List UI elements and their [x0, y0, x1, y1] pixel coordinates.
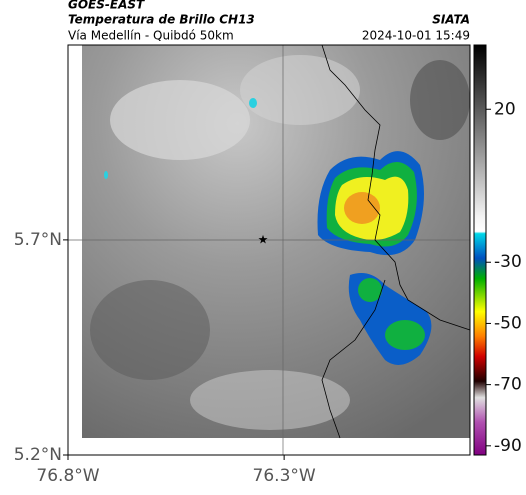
colorbar-tick-label: -50	[494, 313, 522, 333]
colorbar-tick-label: -70	[494, 375, 522, 395]
x-tick-label: 76.8°W	[36, 466, 99, 486]
colorbar-tick-label: 20	[494, 99, 516, 119]
timestamp: 2024-10-01 15:49	[362, 29, 470, 43]
map-image: ★	[67, 44, 471, 456]
svg-text:★: ★	[258, 233, 269, 247]
colorbar-tick-label: -90	[494, 436, 522, 456]
y-tick-label: 5.7°N	[14, 230, 62, 250]
x-tick-label: 76.3°W	[253, 466, 316, 486]
colorbar	[473, 44, 487, 456]
colorbar-tick-label: -30	[494, 252, 522, 272]
product: GOES-EAST	[68, 0, 145, 12]
subtitle: Vía Medellín - Quibdó 50km	[68, 29, 234, 43]
title: Temperatura de Brillo CH13	[68, 13, 255, 27]
y-tick-label: 5.2°N	[14, 445, 62, 465]
agency: SIATA	[432, 13, 470, 27]
